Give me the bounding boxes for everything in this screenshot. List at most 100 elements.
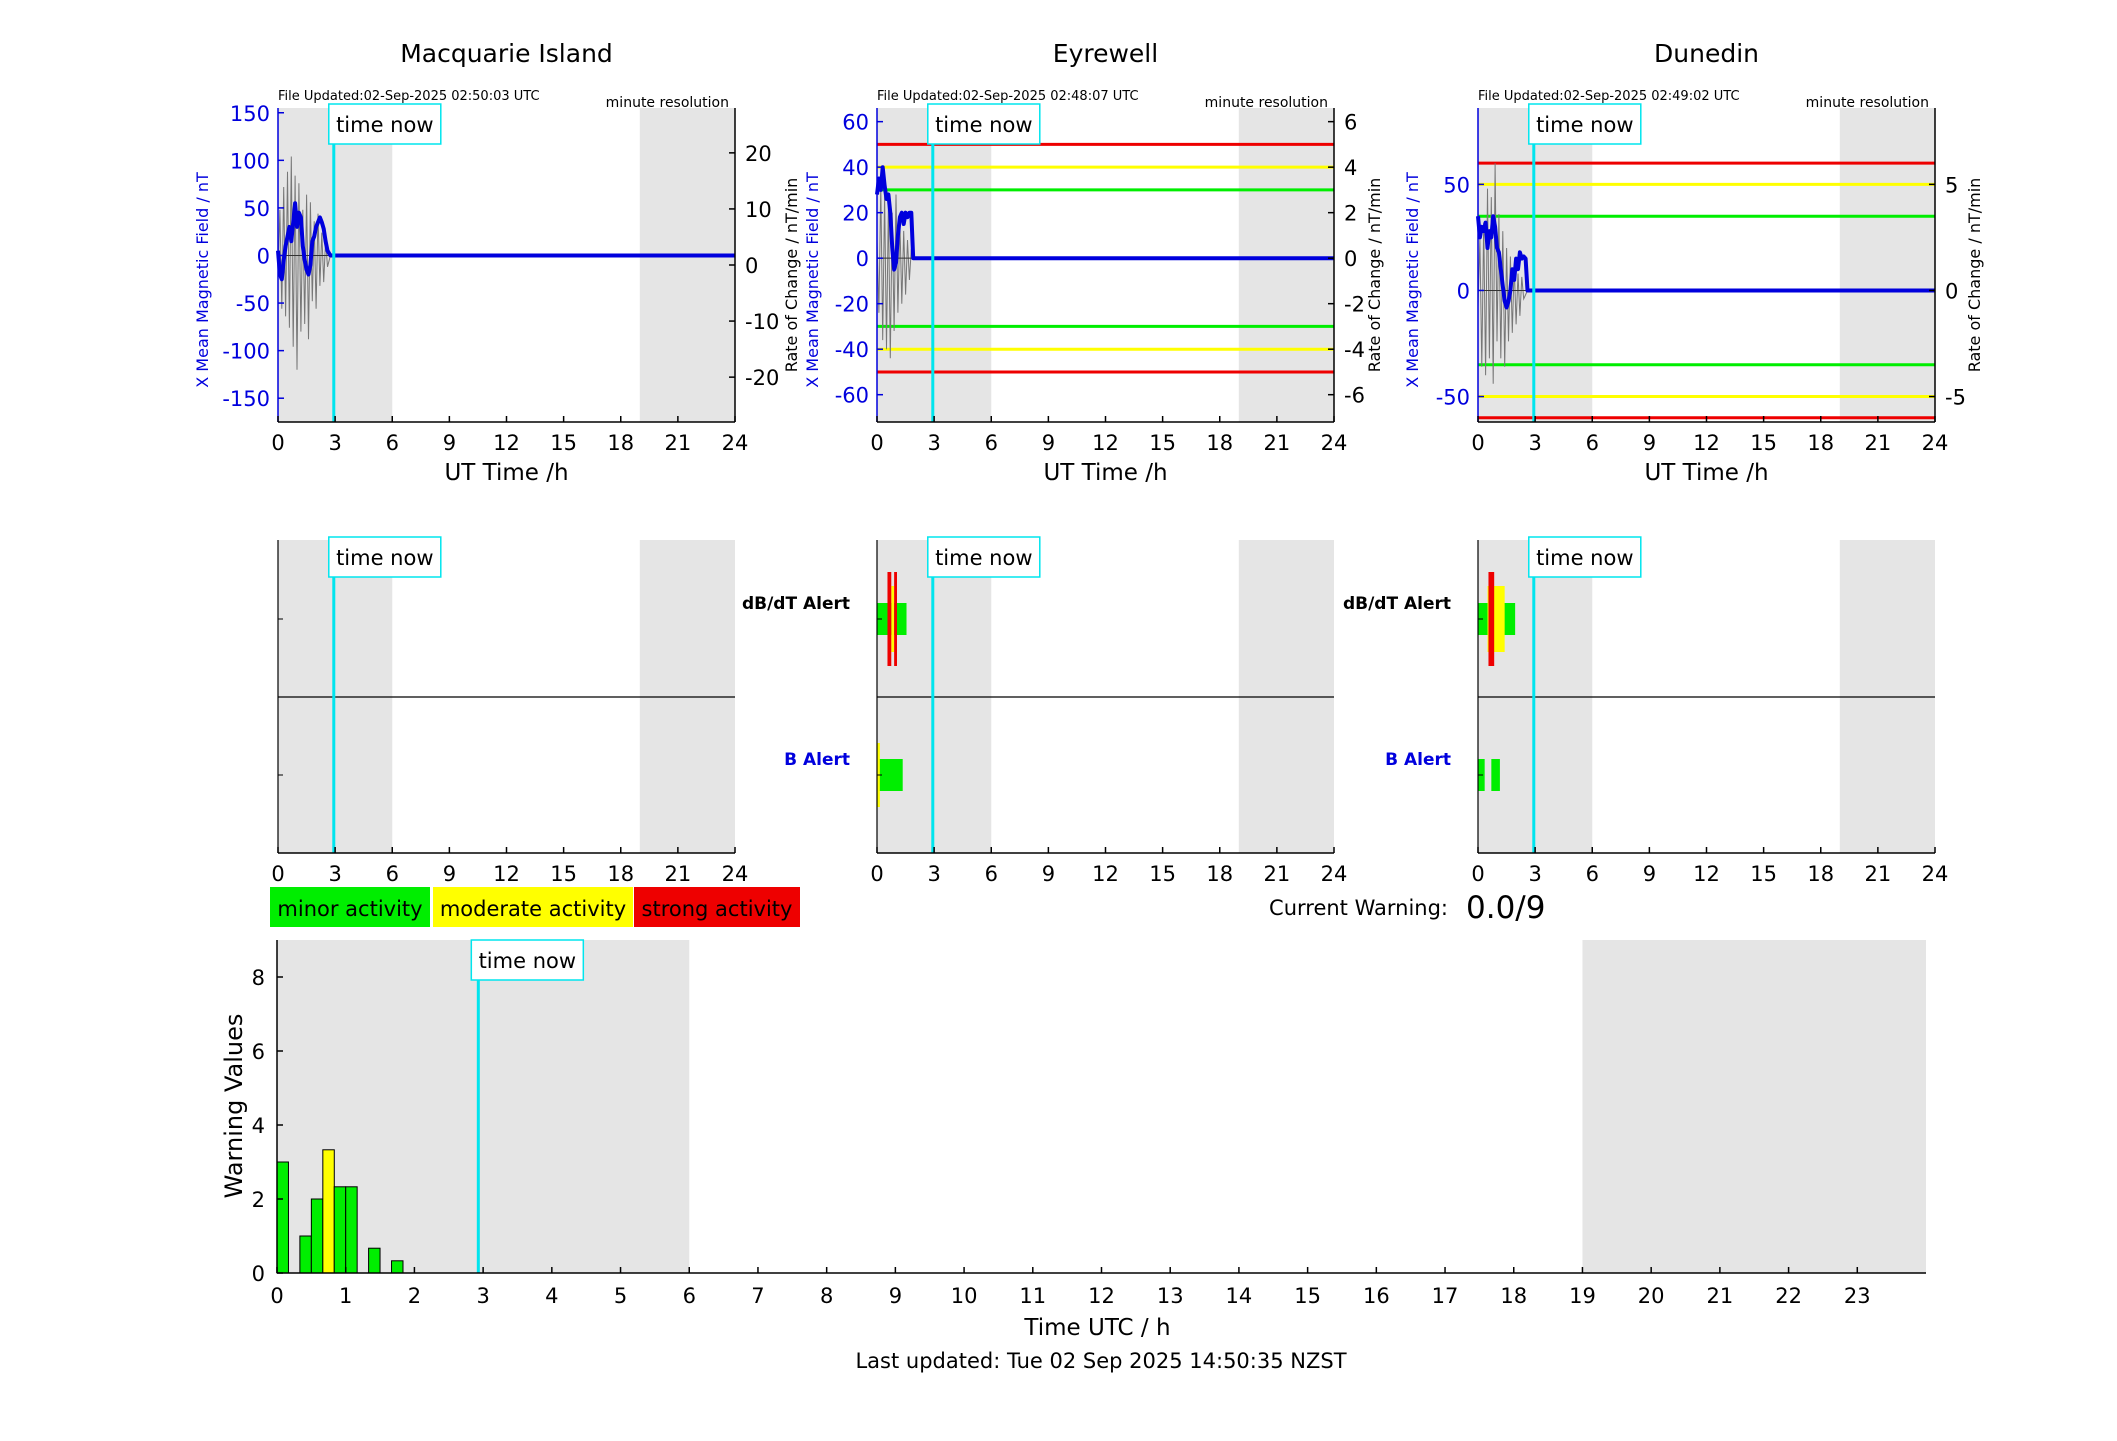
x-tick-label: 15 [1149, 431, 1176, 455]
x-tick-label: 24 [722, 862, 749, 886]
file-updated-text: File Updated:02-Sep-2025 02:50:03 UTC [278, 89, 540, 104]
right-tick-label: 6 [1344, 111, 1357, 135]
warning-bar [333, 1186, 347, 1274]
x-axis-label: UT Time /h [1043, 460, 1167, 486]
x-tick-label: 2 [408, 1284, 421, 1308]
x-tick-label: 1 [339, 1284, 352, 1308]
warning-bar [345, 1186, 358, 1274]
y-tick-label: 6 [252, 1040, 265, 1064]
x-tick-label: 18 [607, 862, 634, 886]
x-tick-label: 3 [476, 1284, 489, 1308]
x-tick-label: 12 [1693, 862, 1720, 886]
right-tick-label: -10 [745, 310, 779, 334]
x-tick-label: 24 [1922, 862, 1949, 886]
right-tick-label: -4 [1344, 338, 1365, 362]
right-tick-label: 20 [745, 142, 772, 166]
x-tick-label: 15 [550, 862, 577, 886]
alert-panel-2: time now 0 3 6 9 12 15 18 21 24 dB/dT Alert B Alert [1343, 536, 1949, 886]
x-tick-label: 6 [386, 862, 399, 886]
warning-bar [310, 1198, 324, 1274]
legend-label: strong activity [642, 897, 793, 921]
x-tick-label: 7 [751, 1284, 764, 1308]
dbdt-alert-label: dB/dT Alert [742, 594, 850, 614]
right-axis-label: Rate of Change / nT/min [1965, 178, 1984, 373]
x-tick-label: 9 [1042, 431, 1055, 455]
x-tick-label: 16 [1363, 1284, 1390, 1308]
x-tick-label: 6 [386, 431, 399, 455]
x-tick-label: 6 [1586, 431, 1599, 455]
x-axis-label: Time UTC / h [1023, 1315, 1170, 1341]
x-tick-label: 0 [1471, 862, 1484, 886]
left-tick-label: -40 [835, 338, 869, 362]
file-updated-text: File Updated:02-Sep-2025 02:49:02 UTC [1478, 89, 1740, 104]
time-now-label: time now [1536, 546, 1633, 570]
x-tick-label: 24 [1321, 862, 1348, 886]
file-updated-text: File Updated:02-Sep-2025 02:48:07 UTC [877, 89, 1139, 104]
right-tick-label: 5 [1945, 173, 1958, 197]
right-tick-label: 2 [1344, 202, 1357, 226]
x-tick-label: 24 [722, 431, 749, 455]
right-tick-label: -5 [1945, 386, 1966, 410]
station-panel-2: Dunedin File Updated:02-Sep-2025 02:49:02… [1403, 39, 1984, 486]
alert-panel-1: time now 0 3 6 9 12 15 18 21 24 dB/dT Alert B Alert [742, 536, 1348, 886]
time-now-label: time now [1536, 113, 1633, 137]
y-axis-label: Warning Values [220, 1014, 248, 1199]
x-tick-label: 18 [1807, 431, 1834, 455]
x-tick-label: 0 [1471, 431, 1484, 455]
x-tick-label: 12 [1092, 862, 1119, 886]
left-tick-label: -60 [835, 384, 869, 408]
x-tick-label: 15 [1750, 431, 1777, 455]
resolution-text: minute resolution [1205, 95, 1328, 111]
right-tick-label: 4 [1344, 156, 1357, 180]
x-tick-label: 8 [820, 1284, 833, 1308]
mean-field-trace [1476, 214, 1935, 310]
left-tick-label: 0 [856, 247, 869, 271]
x-tick-label: 6 [683, 1284, 696, 1308]
rate-of-change-trace [1477, 163, 1528, 384]
legend-swatch-yellow [433, 887, 633, 927]
x-tick-label: 18 [1206, 431, 1233, 455]
alert-panel-0: time now 0 3 6 9 12 15 18 21 24 [271, 536, 749, 886]
time-now-box [328, 536, 442, 578]
legend-swatch-green [270, 887, 430, 927]
x-tick-label: 5 [614, 1284, 627, 1308]
x-tick-label: 6 [1586, 862, 1599, 886]
x-axis-label: UT Time /h [1644, 460, 1768, 486]
alert-bar-red [1488, 572, 1495, 666]
left-tick-label: 20 [842, 202, 869, 226]
x-tick-label: 12 [493, 862, 520, 886]
x-tick-label: 21 [665, 862, 692, 886]
y-tick-label: 0 [252, 1262, 265, 1286]
x-tick-label: 21 [1264, 862, 1291, 886]
time-now-label: time now [336, 113, 433, 137]
left-tick-label: 150 [230, 102, 270, 126]
x-tick-label: 12 [1693, 431, 1720, 455]
right-axis-label: Rate of Change / nT/min [782, 178, 801, 373]
x-tick-label: 3 [328, 862, 341, 886]
x-tick-label: 24 [1922, 431, 1949, 455]
alert-plots: time now 0 3 6 9 12 15 18 21 24 time now 0 3 6 9 12 15 18… [271, 536, 1949, 886]
time-now-box [328, 103, 442, 145]
x-tick-label: 0 [870, 431, 883, 455]
x-tick-label: 4 [545, 1284, 558, 1308]
activity-legend: minor activity moderate activity strong ac… [270, 887, 800, 927]
left-axis-label: X Mean Magnetic Field / nT [193, 172, 212, 388]
x-tick-label: 15 [1149, 862, 1176, 886]
x-tick-label: 24 [1321, 431, 1348, 455]
x-tick-label: 17 [1432, 1284, 1459, 1308]
alert-bar-red [887, 572, 892, 666]
station-plots: Macquarie Island File Updated:02-Sep-2025… [193, 39, 1984, 486]
x-tick-label: 13 [1157, 1284, 1184, 1308]
left-tick-label: 0 [257, 244, 270, 268]
right-tick-label: 10 [745, 198, 772, 222]
mean-field-trace [875, 165, 1334, 272]
x-tick-label: 0 [870, 862, 883, 886]
left-tick-label: 50 [1443, 173, 1470, 197]
x-tick-label: 23 [1844, 1284, 1871, 1308]
current-warning-label: Current Warning: [1269, 896, 1448, 920]
station-panel-0: Macquarie Island File Updated:02-Sep-2025… [193, 39, 801, 486]
night-shade [1582, 940, 1926, 1273]
x-tick-label: 9 [1643, 862, 1656, 886]
x-tick-label: 12 [493, 431, 520, 455]
